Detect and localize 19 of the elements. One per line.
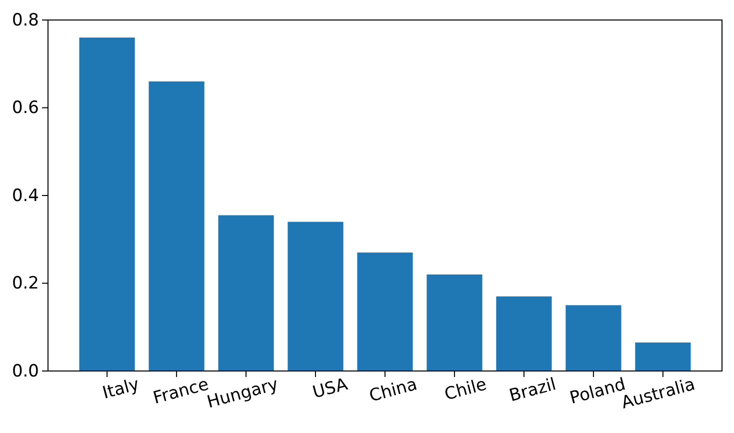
x-tick-label: USA [310,374,350,404]
bar [79,38,135,371]
x-tick-label: Italy [100,374,142,404]
bar [635,342,691,371]
bar [566,305,622,371]
x-tick-label: Chile [442,374,489,405]
y-tick-label: 0.8 [12,10,39,30]
bar [148,81,204,371]
y-tick-label: 0.6 [12,98,39,118]
y-tick-label: 0.4 [12,186,39,206]
y-tick-label: 0.0 [12,361,39,382]
y-tick-label: 0.2 [12,274,39,294]
bar [218,215,274,371]
bar [357,252,413,371]
x-tick-label: Brazil [507,374,558,406]
bar [288,222,344,371]
bar [426,274,482,371]
bar [496,296,552,371]
x-tick-label: China [367,374,420,406]
